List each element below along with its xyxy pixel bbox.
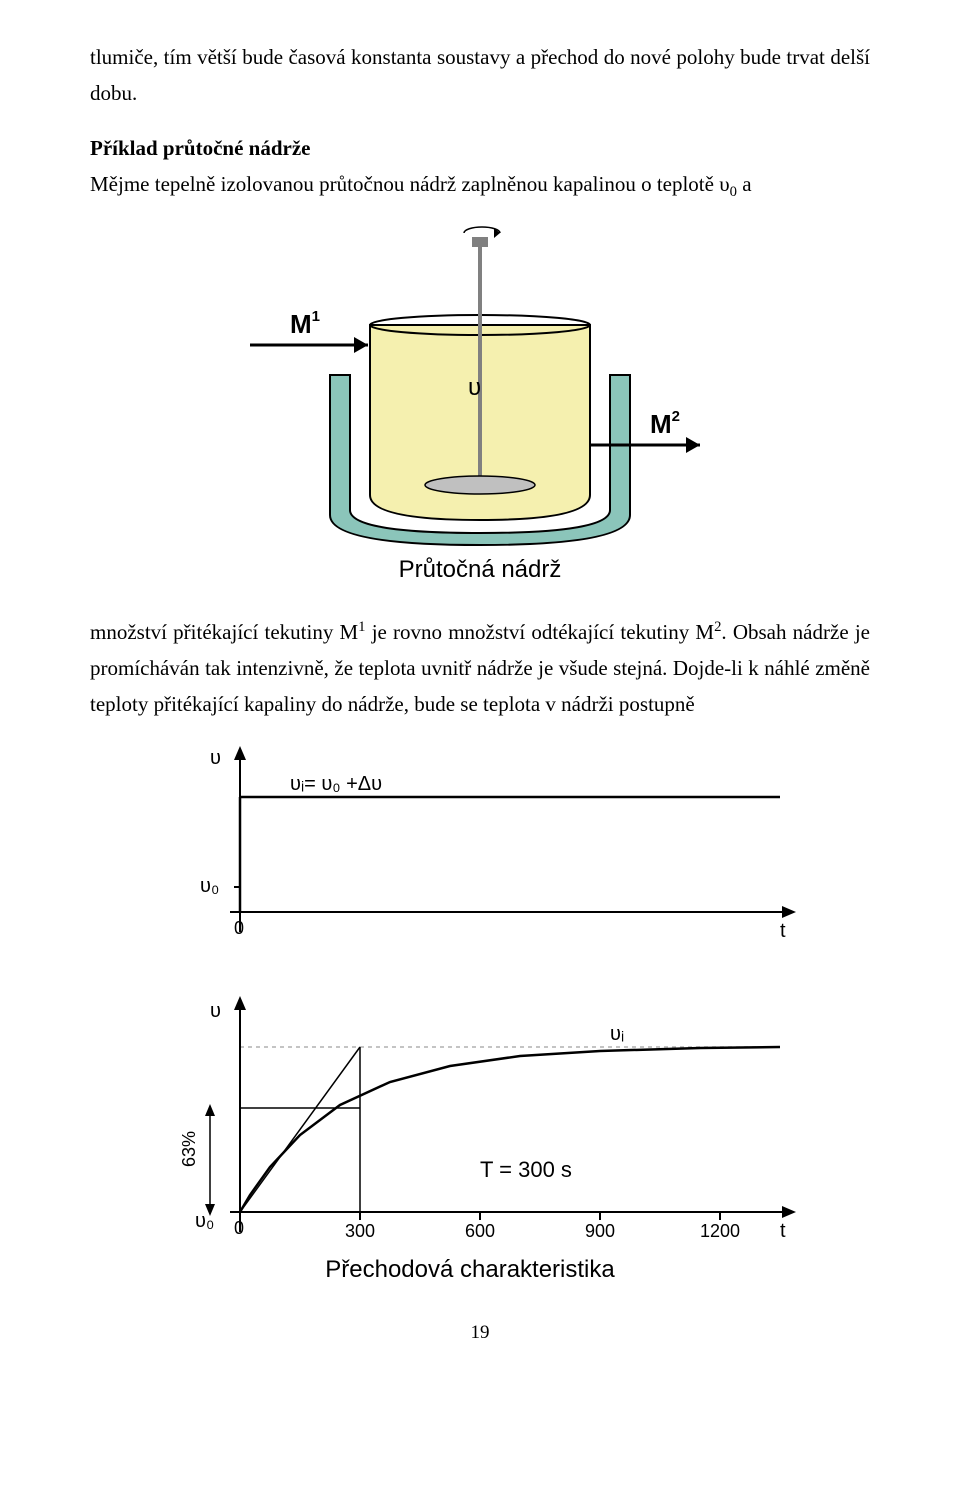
- resp-tangent: [240, 1047, 360, 1212]
- step-x-label: t: [780, 920, 786, 942]
- resp-x-arrow: [782, 1206, 796, 1218]
- resp-caption: Přechodová charakteristika: [325, 1256, 615, 1283]
- response-plot: 63% υ υᵢ υ₀ 0 300 600 900 1200 t T = 300…: [140, 992, 820, 1292]
- step-level-label: υᵢ= υ₀ +Δυ: [290, 773, 382, 795]
- resp-xtick-label-2: 900: [585, 1221, 615, 1241]
- para3-b: je rovno množství odtékající tekutiny M: [366, 620, 715, 644]
- resp-xtick-label-3: 1200: [700, 1221, 740, 1241]
- paragraph-2: Příklad průtočné nádrže Mějme tepelně iz…: [90, 131, 870, 205]
- step-y0-label: υ₀: [200, 875, 219, 897]
- step-x-arrow: [782, 906, 796, 918]
- m1-label: M1: [290, 308, 320, 339]
- tank-diagram: M1 M2 υ Průtočná nádrž: [220, 225, 740, 585]
- para3-sup1: 1: [358, 619, 365, 635]
- m2-label: M2: [650, 408, 680, 439]
- resp-y-arrow: [234, 996, 246, 1010]
- resp-63-label: 63%: [179, 1131, 199, 1167]
- resp-y0-label: υ₀: [195, 1210, 214, 1232]
- resp-xtick-label-1: 600: [465, 1221, 495, 1241]
- page-number: 19: [90, 1322, 870, 1344]
- para2-text1: Mějme tepelně izolovanou průtočnou nádrž…: [90, 172, 730, 196]
- resp-T-label: T = 300 s: [480, 1157, 572, 1182]
- step-y-arrow: [234, 746, 246, 760]
- resp-target-label: υᵢ: [610, 1023, 624, 1045]
- resp-63-bracket-top: [205, 1104, 215, 1116]
- paragraph-3: množství přitékající tekutiny M1 je rovn…: [90, 615, 870, 722]
- inlet-arrow-head: [354, 337, 368, 353]
- para3-a: množství přitékající tekutiny M: [90, 620, 358, 644]
- inside-label: υ: [468, 374, 481, 401]
- resp-y-label: υ: [210, 1000, 221, 1022]
- resp-x-label: t: [780, 1220, 786, 1242]
- para2-sub: 0: [730, 184, 737, 200]
- para2-text2: a: [737, 172, 752, 196]
- stirrer-motor: [472, 237, 488, 247]
- resp-xtick-label-0: 300: [345, 1221, 375, 1241]
- resp-curve: [240, 1047, 780, 1212]
- resp-origin: 0: [234, 1218, 244, 1238]
- paragraph-1: tlumiče, tím větší bude časová konstanta…: [90, 40, 870, 111]
- step-plot: υ υᵢ= υ₀ +Δυ υ₀ 0 t: [140, 742, 820, 962]
- step-origin-label: 0: [234, 918, 244, 938]
- step-y-label: υ: [210, 747, 221, 769]
- stirrer-blade: [425, 476, 535, 494]
- section-heading: Příklad průtočné nádrže: [90, 136, 311, 160]
- tank-caption: Průtočná nádrž: [399, 556, 562, 583]
- outlet-arrow-head: [686, 437, 700, 453]
